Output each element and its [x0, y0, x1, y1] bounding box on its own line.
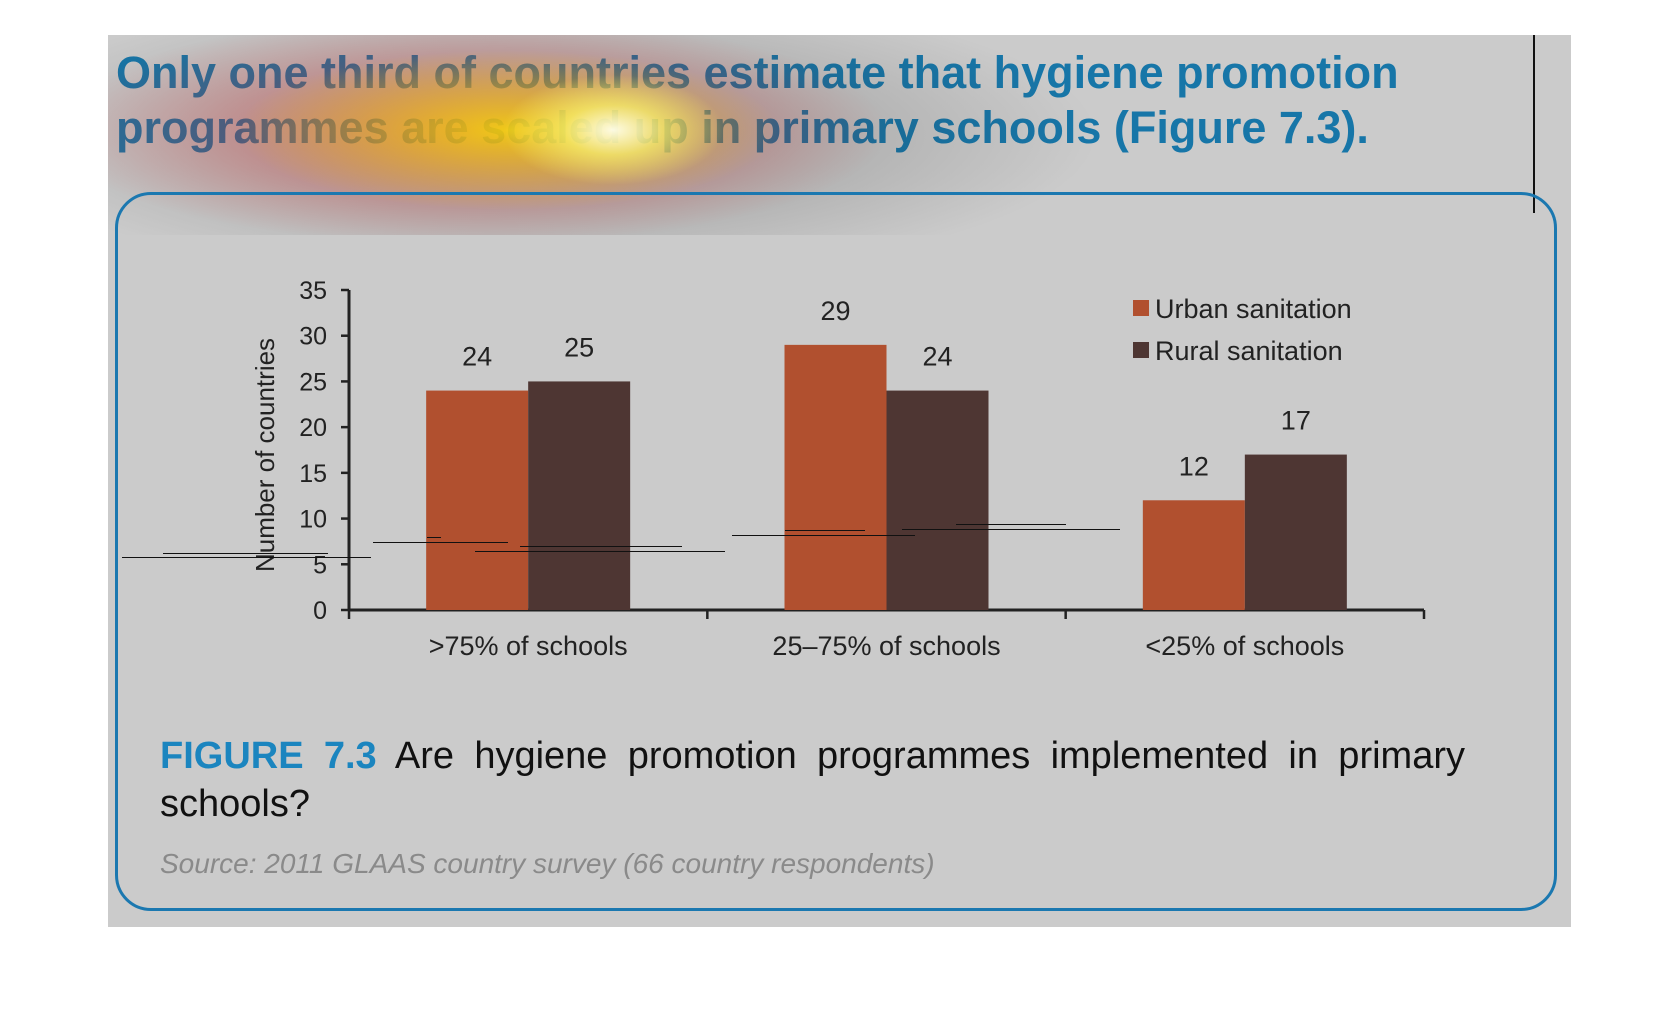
figure-panel: [115, 192, 1557, 911]
bar-value-label: 24: [462, 342, 492, 372]
x-category-label: <25% of schools: [1145, 631, 1344, 661]
chart-legend: Urban sanitation Rural sanitation: [1133, 294, 1352, 366]
bar-rural: [1244, 454, 1347, 610]
stray-line: [732, 535, 915, 536]
bar-value-label: 25: [564, 332, 594, 362]
y-tick-label: 5: [313, 551, 327, 579]
chart-data-labels: 24 25 29 24 12 17: [462, 296, 1311, 481]
y-tick-label: 10: [299, 506, 327, 534]
legend-label: Rural sanitation: [1155, 336, 1343, 366]
bar-urban: [784, 344, 887, 610]
y-tick-label: 35: [299, 277, 327, 305]
bar-rural: [886, 390, 989, 610]
y-axis-ticks: 0 5 10 15 20 25 30 35: [299, 277, 349, 625]
text-cursor-line: [1533, 35, 1535, 213]
stray-line: [902, 529, 1120, 530]
bar-rural: [528, 381, 631, 610]
stray-line: [956, 524, 1066, 525]
bar-chart: 0 5 10 15 20 25 30 35 24 25 29 24 12 17 >75% of scho…: [250, 277, 1426, 661]
y-tick-label: 30: [299, 323, 327, 351]
source-note: Source: 2011 GLAAS country survey (66 co…: [160, 848, 935, 879]
figure-caption: FIGURE 7.3 Are hygiene promotion program…: [160, 732, 1465, 828]
figure-label: FIGURE 7.3: [160, 735, 377, 777]
bar-urban: [426, 390, 529, 610]
bar-value-label: 12: [1179, 451, 1209, 481]
legend-swatch: [1133, 300, 1149, 316]
stray-line: [785, 530, 865, 531]
bar-value-label: 17: [1281, 406, 1311, 436]
x-category-label: 25–75% of schools: [772, 631, 1000, 661]
y-tick-label: 0: [313, 597, 327, 625]
y-axis-title: Number of countries: [250, 338, 280, 572]
x-category-label: >75% of schools: [429, 631, 628, 661]
x-axis-category-labels: >75% of schools 25–75% of schools <25% of …: [429, 631, 1345, 661]
stray-line: [163, 553, 328, 554]
stray-line: [475, 551, 725, 552]
figure-caption-text: Are hygiene promotion programmes impleme…: [160, 735, 1465, 825]
y-tick-label: 15: [299, 460, 327, 488]
stray-line: [122, 557, 371, 558]
stray-line: [427, 537, 441, 538]
stray-line: [373, 542, 508, 543]
y-tick-label: 20: [299, 414, 327, 442]
bar-urban: [1142, 500, 1245, 610]
stray-line: [520, 546, 682, 547]
y-tick-label: 25: [299, 368, 327, 396]
bar-value-label: 29: [820, 296, 850, 326]
bar-value-label: 24: [922, 342, 952, 372]
legend-swatch: [1133, 342, 1149, 358]
legend-label: Urban sanitation: [1155, 294, 1352, 324]
chart-bars: [426, 344, 1347, 610]
